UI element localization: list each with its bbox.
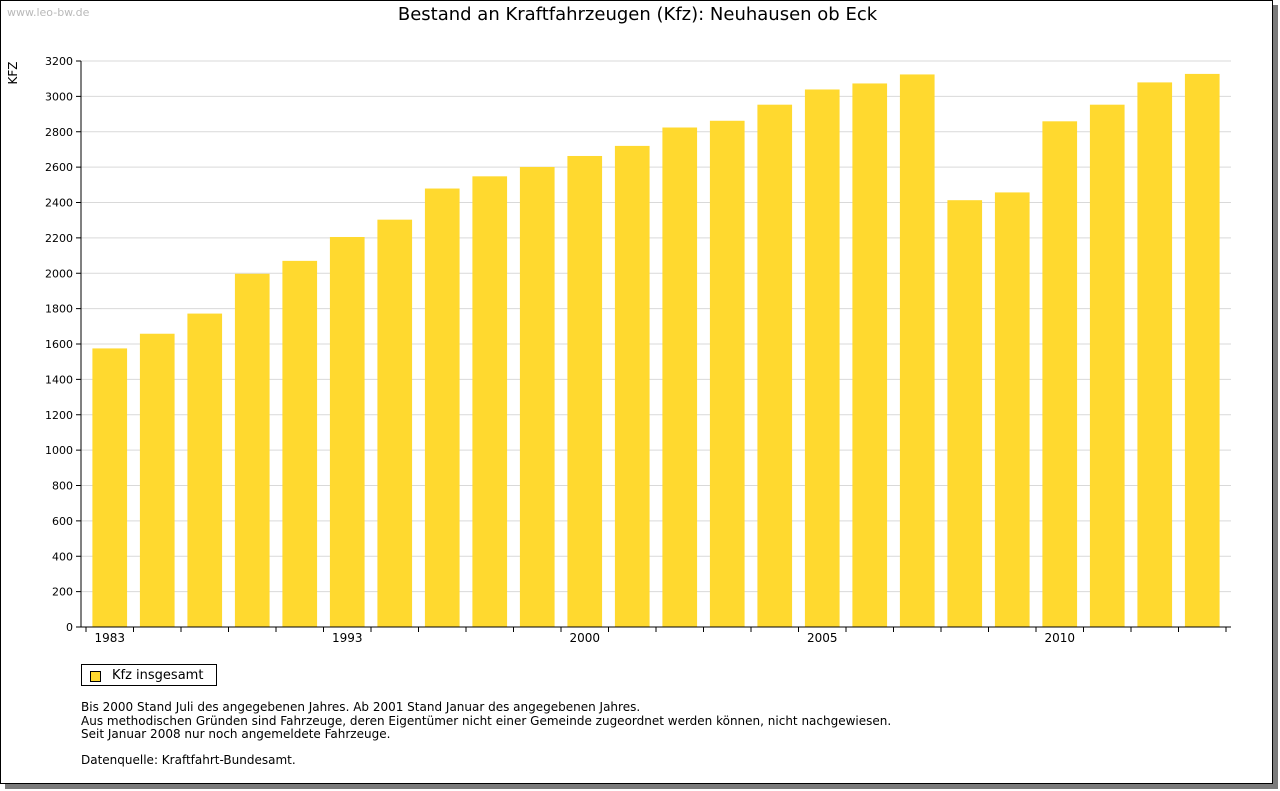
y-tick-label: 2400 xyxy=(45,197,73,210)
y-tick-label: 3000 xyxy=(45,90,73,103)
y-tick-label: 400 xyxy=(52,550,73,563)
bar xyxy=(92,348,128,627)
bar xyxy=(662,127,698,627)
bar xyxy=(567,155,603,628)
legend: Kfz insgesamt xyxy=(81,664,217,686)
bar xyxy=(1089,104,1125,627)
grid-lines xyxy=(81,60,1231,593)
footnote-line: Aus methodischen Gründen sind Fahrzeuge,… xyxy=(81,713,892,728)
bar xyxy=(472,176,508,627)
bar xyxy=(234,273,270,627)
chart-title: Bestand an Kraftfahrzeugen (Kfz): Neuhau… xyxy=(397,4,878,25)
legend-swatch xyxy=(90,671,101,682)
bars xyxy=(92,73,1220,628)
bar xyxy=(187,313,223,627)
data-source: Datenquelle: Kraftfahrt-Bundesamt. xyxy=(81,753,296,767)
y-tick-label: 1000 xyxy=(45,444,73,457)
bar xyxy=(709,120,745,627)
bar xyxy=(1137,82,1173,627)
bar xyxy=(757,104,793,627)
y-tick-label: 2000 xyxy=(45,267,73,280)
watermark: www.leo-bw.de xyxy=(7,6,90,19)
bar xyxy=(804,89,840,628)
bar xyxy=(424,188,460,627)
bar-chart: 0 200 400 600 800 1000 1200 1400 1600 1800 2000 220… xyxy=(6,55,1231,645)
x-tick-label: 2005 xyxy=(807,631,838,645)
bar xyxy=(1184,73,1220,627)
y-tick-label: 1600 xyxy=(45,338,73,351)
bar xyxy=(139,333,175,627)
y-tick-label: 1200 xyxy=(45,409,73,422)
footnotes: Bis 2000 Stand Juli des angegebenen Jahr… xyxy=(81,700,892,742)
bar xyxy=(614,145,650,627)
bar xyxy=(519,166,555,627)
x-tick-label: 2010 xyxy=(1044,631,1075,645)
y-tick-label: 600 xyxy=(52,515,73,528)
y-tick-label: 200 xyxy=(52,586,73,599)
y-tick-label: 2800 xyxy=(45,126,73,139)
y-tick-label: 2200 xyxy=(45,232,73,245)
bar xyxy=(1042,121,1078,627)
bar xyxy=(377,219,413,627)
y-tick-label: 0 xyxy=(66,621,73,634)
x-tick-label: 1983 xyxy=(94,631,125,645)
x-tick-label: 2000 xyxy=(569,631,600,645)
bar xyxy=(947,200,983,627)
y-tick-label: 1400 xyxy=(45,373,73,386)
bar xyxy=(329,236,365,628)
y-tick-label: 800 xyxy=(52,480,73,493)
x-tick-label: 1993 xyxy=(332,631,363,645)
bar xyxy=(282,260,318,627)
y-tick-label: 3200 xyxy=(45,55,73,68)
footnote-line: Bis 2000 Stand Juli des angegebenen Jahr… xyxy=(81,700,641,714)
footnote-line: Seit Januar 2008 nur noch angemeldete Fa… xyxy=(81,727,391,741)
bar xyxy=(852,83,888,627)
y-tick-label: 2600 xyxy=(45,161,73,174)
axes: 0 200 400 600 800 1000 1200 1400 1600 1800 2000 220… xyxy=(45,55,1231,645)
legend-label: Kfz insgesamt xyxy=(112,668,204,683)
y-axis-label: KFZ xyxy=(6,62,20,85)
bar xyxy=(994,192,1030,628)
bar xyxy=(899,74,935,627)
y-tick-label: 1800 xyxy=(45,303,73,316)
